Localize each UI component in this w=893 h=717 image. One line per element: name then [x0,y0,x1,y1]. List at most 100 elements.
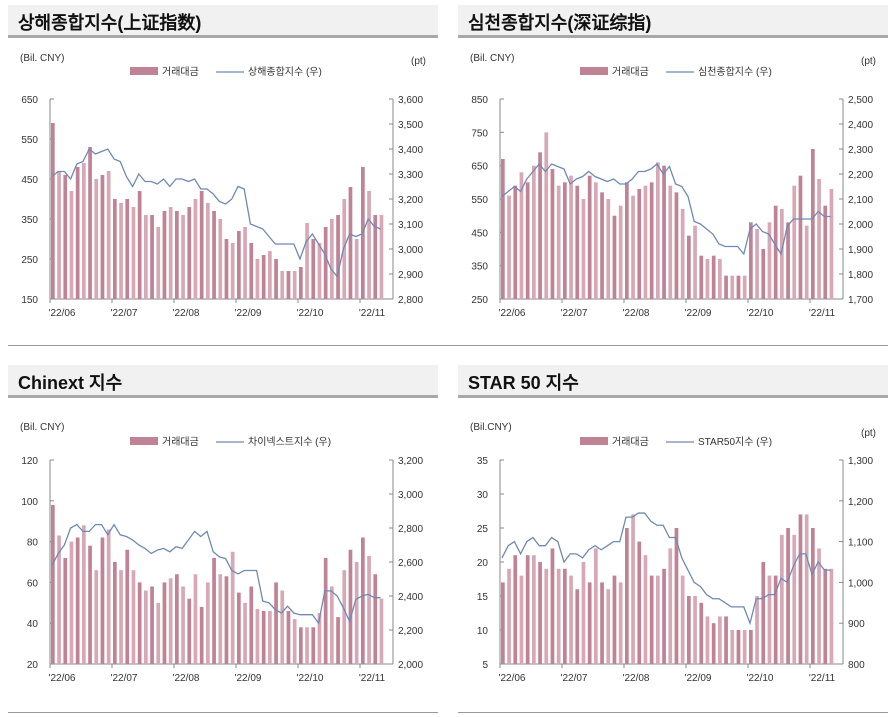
volume-bar [218,574,223,664]
volume-bar [100,175,105,299]
volume-bar [261,610,266,664]
volume-bar [587,175,592,299]
volume-bar [724,275,728,299]
volume-bar [175,574,179,664]
right-axis-unit: (pt) [861,56,876,67]
volume-bar [538,562,542,664]
volume-bar [230,551,235,664]
x-tick-label: '22/11 [359,673,386,684]
volume-bar [249,243,254,299]
volume-bar [507,195,511,299]
volume-bar [550,169,555,299]
volume-bar [75,537,80,664]
volume-bar [513,555,518,664]
volume-bar [373,215,378,299]
volume-bar [587,582,592,664]
volume-bar [193,199,198,299]
left-tick-label: 550 [21,135,38,146]
volume-bar [286,271,291,299]
right-tick-label: 1,100 [848,538,873,549]
volume-bar [144,590,148,664]
volume-bar [379,598,384,664]
volume-bar [798,175,803,299]
volume-bar [513,185,518,299]
volume-bar [773,205,778,299]
divider [8,345,888,346]
volume-bar [736,275,741,299]
volume-bar [51,123,55,299]
volume-bar [249,586,254,664]
chart-chinext: (Bil. CNY) 거래대금 차이넥스트지수 (우) 120 100 80 60 40 20 3… [20,422,423,684]
panel-title-bar: STAR 50 지수 [458,365,888,398]
volume-bar [625,528,629,664]
left-tick-label: 450 [21,175,38,186]
left-tick-label: 550 [471,195,488,206]
volume-bar [354,562,359,664]
volume-bar [736,630,741,664]
right-tick-label: 2,200 [398,626,423,637]
volume-bar [532,165,536,299]
x-tick-label: '22/08 [623,673,650,684]
volume-bar [594,548,598,664]
volume-bar [829,189,834,299]
right-tick-label: 3,400 [398,145,423,156]
x-tick-label: '22/10 [747,673,774,684]
volume-bar [823,205,828,299]
volume-bar [730,630,735,664]
volume-bar [181,215,185,299]
x-tick-label: '22/09 [685,673,712,684]
x-tick-label: '22/10 [297,673,324,684]
right-tick-label: 2,800 [398,295,423,306]
volume-bar [193,574,198,664]
volume-bar [57,171,61,299]
volume-bar [168,207,173,299]
volume-bar [243,602,247,664]
x-tick-label: '22/06 [499,308,526,319]
volume-bar [237,231,241,299]
right-axis-unit: (pt) [861,428,876,439]
chart-shanghai: (Bil. CNY) (pt) 거래대금 상해종합지수 (우) 650 550 450 350… [20,53,426,319]
volume-bar [612,575,617,664]
left-tick-label: 850 [471,95,488,106]
volume-bar [749,630,753,664]
left-tick-label: 350 [21,215,38,226]
volume-bar [625,182,629,299]
volume-bar [569,175,573,299]
left-tick-label: 350 [471,262,488,273]
volume-bar [606,589,611,664]
left-tick-label: 20 [27,660,39,671]
volume-bar [113,199,117,299]
volume-bar [88,147,92,299]
panel-title-bar: 심천종합지수(深证综指) [458,5,888,38]
volume-bar [106,529,111,664]
volume-bar [724,616,728,664]
right-tick-label: 1,700 [848,295,873,306]
volume-bar [274,582,278,664]
volume-bar [550,548,555,664]
right-tick-label: 3,500 [398,120,423,131]
volume-bar [69,191,74,299]
volume-bar [544,568,549,664]
volume-bar [804,514,809,664]
index-line [51,523,381,625]
volume-bar [631,514,635,664]
volume-bar [292,619,297,664]
chart-title: Chinext 지수 [18,373,123,393]
right-tick-label: 2,000 [848,220,873,231]
volume-bar [798,514,803,664]
volume-bar [811,528,815,664]
volume-bar [773,575,778,664]
volume-bar [187,598,192,664]
volume-bar [199,191,204,299]
left-tick-label: 35 [477,456,489,467]
volume-bar [693,225,697,299]
volume-bar [311,239,316,299]
volume-bar [556,568,561,664]
right-tick-label: 2,900 [398,270,423,281]
volume-bar [600,582,604,664]
right-tick-label: 900 [848,619,865,630]
volume-bar [336,617,340,664]
x-tick-label: '22/09 [235,308,262,319]
volume-bar [206,582,210,664]
volume-bar [804,225,809,299]
